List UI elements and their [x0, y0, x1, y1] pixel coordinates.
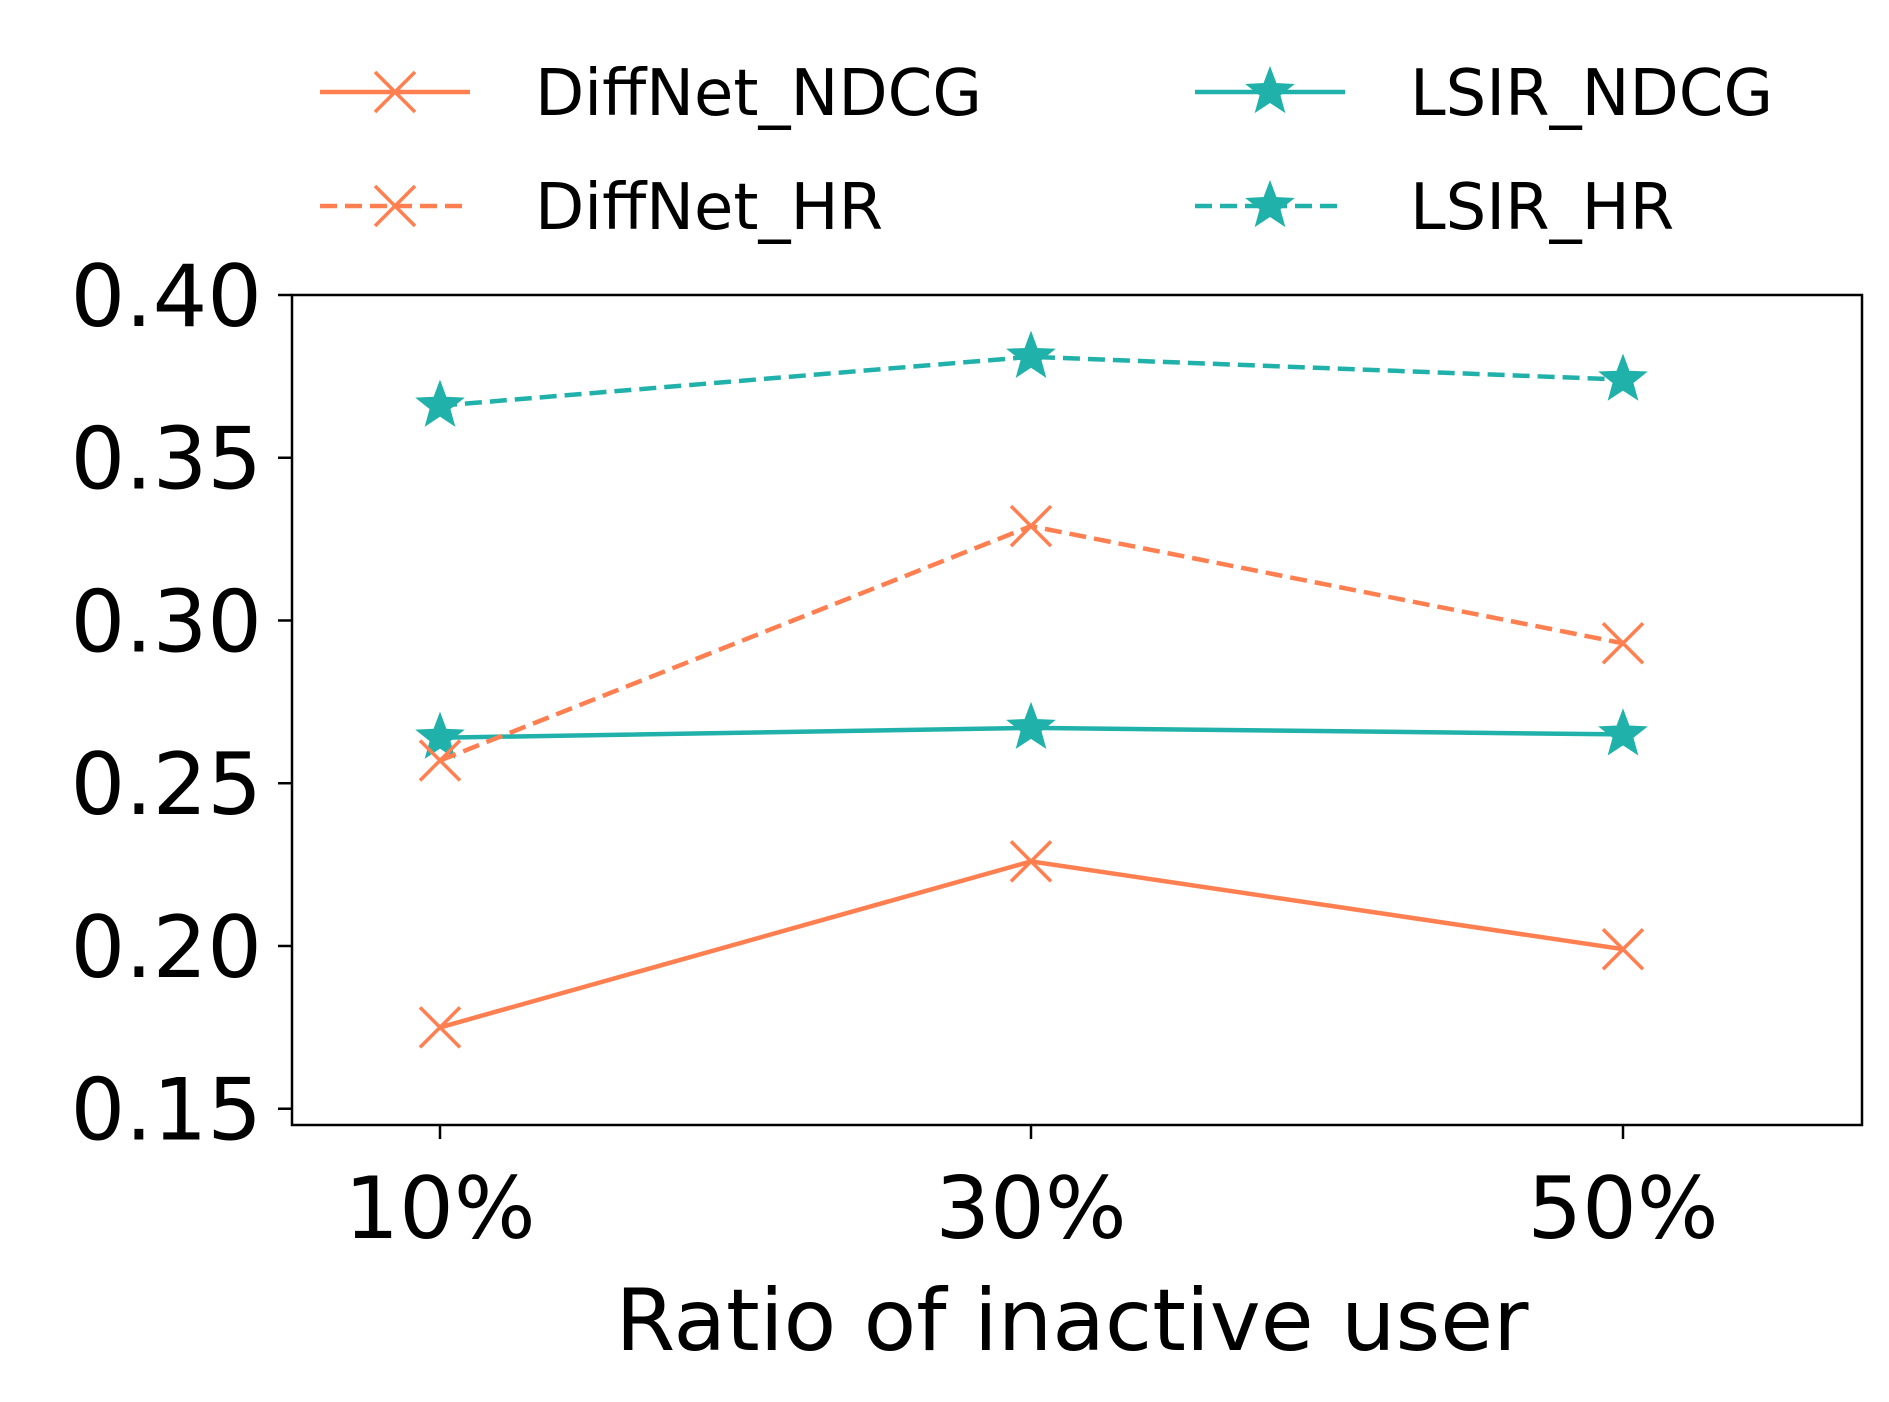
legend-marker	[1245, 179, 1295, 228]
y-tick-label: 0.25	[71, 735, 262, 835]
series-line	[439, 354, 1624, 408]
legend-item: LSIR_HR	[1195, 171, 1674, 245]
legend-label: DiffNet_HR	[535, 171, 883, 245]
data-point	[1601, 927, 1645, 971]
legend-label: LSIR_HR	[1410, 171, 1674, 245]
legend-item: DiffNet_HR	[320, 171, 883, 245]
series-DiffNet_HR	[418, 504, 1645, 782]
data-point	[1598, 708, 1648, 756]
data-point	[1009, 504, 1053, 548]
y-axis: 0.15 0.20 0.25 0.30 0.35 0.40	[71, 247, 292, 1161]
series-LSIR_HR	[415, 330, 1648, 427]
series-layer	[415, 330, 1648, 1049]
y-tick-label: 0.15	[71, 1061, 262, 1161]
x-tick-label: 50%	[1527, 1159, 1718, 1259]
series-LSIR_NDCG	[415, 701, 1648, 759]
data-point	[418, 739, 462, 782]
data-point	[1006, 701, 1056, 750]
data-point	[1598, 353, 1648, 401]
data-point	[418, 1006, 462, 1049]
y-tick-label: 0.30	[71, 572, 262, 672]
x-tick-label: 10%	[344, 1159, 535, 1259]
x-axis: 10% 30% 50%	[344, 1125, 1719, 1259]
series-line	[439, 859, 1624, 1030]
legend: DiffNet_NDCG DiffNet_HR LSIR_NDCG LSIR_HR	[320, 57, 1773, 245]
x-tick-label: 30%	[935, 1159, 1126, 1259]
legend-label: DiffNet_NDCG	[535, 57, 982, 131]
x-axis-title: Ratio of inactive user	[615, 1271, 1529, 1371]
legend-item: LSIR_NDCG	[1195, 57, 1773, 131]
y-tick-label: 0.35	[71, 410, 262, 510]
legend-item: DiffNet_NDCG	[320, 57, 982, 131]
data-point	[1006, 330, 1056, 379]
legend-marker	[373, 184, 417, 228]
y-tick-label: 0.20	[71, 898, 262, 998]
plot-area	[290, 293, 1864, 1127]
data-point	[1009, 840, 1053, 883]
legend-marker	[1245, 65, 1295, 114]
data-point	[415, 711, 465, 759]
legend-marker	[373, 70, 417, 114]
y-tick-label: 0.40	[71, 247, 262, 347]
data-point	[1601, 622, 1645, 665]
series-DiffNet_NDCG	[418, 840, 1645, 1049]
legend-label: LSIR_NDCG	[1410, 57, 1773, 131]
data-point	[415, 379, 465, 427]
